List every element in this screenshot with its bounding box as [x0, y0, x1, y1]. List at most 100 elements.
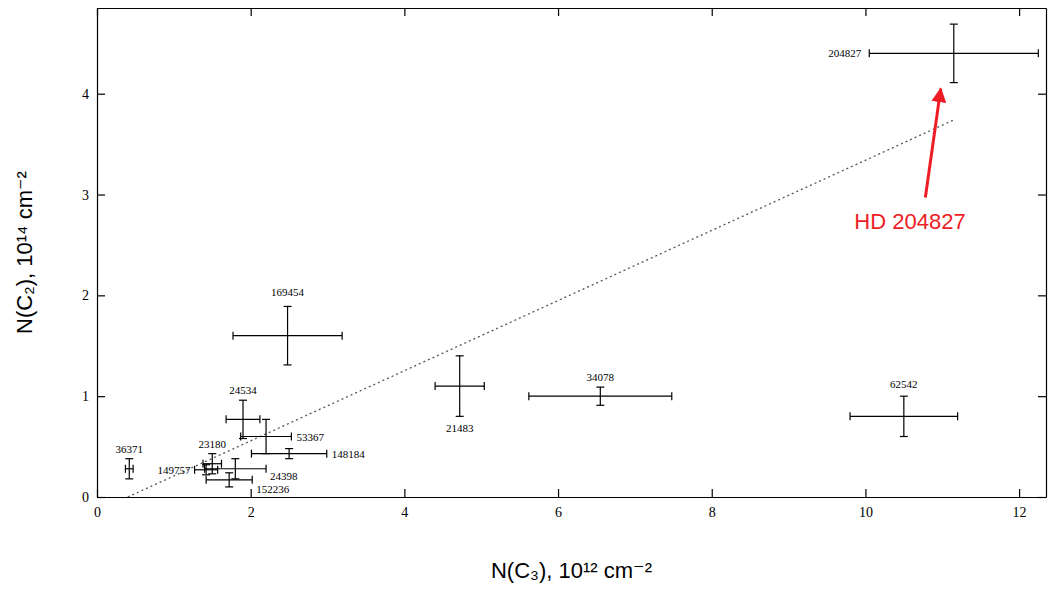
tick: 4: [82, 87, 105, 102]
point-label: 24534: [229, 384, 257, 396]
tick: [1038, 396, 1046, 397]
x-error-cap: [225, 415, 226, 423]
x-error-cap: [869, 49, 870, 57]
y-error-cap: [456, 416, 464, 417]
x-error-cap: [326, 450, 327, 458]
y-error-bar: [287, 306, 288, 364]
y-error-bar: [459, 356, 460, 416]
tick: 1: [82, 389, 105, 404]
tick: 12: [1013, 489, 1027, 520]
x-error-cap: [194, 466, 195, 474]
error-cross: [206, 473, 252, 487]
axis-line: [98, 8, 1047, 9]
tick: 2: [82, 288, 105, 303]
tick-label: 0: [94, 505, 101, 520]
annotation-text: HD 204827: [854, 209, 965, 234]
error-cross: [850, 396, 958, 436]
tick: [251, 8, 252, 16]
axis-line: [1046, 9, 1047, 498]
x-error-cap: [252, 476, 253, 484]
x-error-cap: [849, 412, 850, 420]
tick-mark: [404, 489, 405, 497]
error-cross: [195, 465, 218, 475]
y-error-cap: [285, 458, 293, 459]
tick: [1038, 295, 1046, 296]
y-error-cap: [125, 478, 133, 479]
tick-mark: [1038, 94, 1046, 95]
y-error-bar: [129, 459, 130, 479]
x-error-cap: [1038, 49, 1039, 57]
y-error-cap: [208, 453, 216, 454]
x-error-cap: [957, 412, 958, 420]
plot-area: [125, 24, 1038, 497]
tick-mark: [1038, 396, 1046, 397]
y-error-cap: [262, 419, 270, 420]
y-error-cap: [284, 306, 292, 307]
annotation-arrow: [925, 89, 940, 198]
y-error-cap: [202, 464, 210, 465]
axis-line: [97, 9, 98, 498]
tick-label: 2: [82, 288, 89, 303]
point-label: 21483: [446, 422, 474, 434]
tick: [404, 8, 405, 16]
y-error-cap: [202, 474, 210, 475]
tick-mark: [865, 489, 866, 497]
chart: 02468101201234N(C₃), 10¹² cm⁻²N(C₂), 10¹…: [0, 0, 1054, 592]
y-axis-title: N(C₂), 10¹⁴ cm⁻²: [12, 171, 37, 334]
y-error-cap: [285, 448, 293, 449]
point-label: 152236: [256, 483, 290, 495]
x-axis: 024681012: [94, 489, 1047, 520]
tick-label: 6: [555, 505, 562, 520]
x-error-cap: [217, 466, 218, 474]
x-error-cap: [125, 465, 126, 473]
y-error-bar: [242, 400, 243, 438]
tick-mark: [1019, 8, 1020, 16]
tick-mark: [1038, 194, 1046, 195]
y-error-bar: [289, 449, 290, 459]
point-label: 62542: [890, 378, 918, 390]
tick-label: 10: [859, 505, 873, 520]
y-error-bar: [235, 459, 236, 479]
fit-line: [128, 120, 954, 497]
point-label: 204827: [828, 47, 862, 59]
x-error-cap: [484, 382, 485, 390]
x-error-cap: [221, 460, 222, 468]
y-axis: 0 1 2 3 4: [82, 9, 105, 505]
y-error-cap: [596, 405, 604, 406]
error-cross: [125, 459, 133, 479]
x-error-cap: [202, 460, 203, 468]
tick-label: 4: [82, 87, 89, 102]
tick-mark: [97, 396, 105, 397]
point-label: 36371: [116, 443, 144, 455]
tick-label: 0: [82, 490, 89, 505]
tick-mark: [1038, 497, 1046, 498]
tick-mark: [97, 295, 105, 296]
y-error-bar: [206, 465, 207, 475]
tick: [865, 8, 866, 16]
y-error-cap: [900, 396, 908, 397]
x-error-cap: [291, 433, 292, 441]
x-error-cap: [259, 415, 260, 423]
tick-mark: [251, 8, 252, 16]
tick: [1019, 8, 1020, 16]
x-error-cap: [206, 476, 207, 484]
tick-label: 12: [1013, 505, 1027, 520]
x-error-cap: [528, 392, 529, 400]
y-error-bar: [212, 454, 213, 474]
tick: 0: [82, 490, 105, 505]
tick-mark: [251, 489, 252, 497]
tick-mark: [865, 8, 866, 16]
tick-label: 3: [82, 188, 89, 203]
point-label: 169454: [271, 286, 305, 298]
y-error-bar: [265, 419, 266, 453]
x-error-cap: [265, 465, 266, 473]
y-error-cap: [596, 387, 604, 388]
y-error-cap: [225, 472, 233, 473]
tick-mark: [558, 8, 559, 16]
error-cross: [869, 24, 1038, 82]
y-error-cap: [950, 82, 958, 83]
tick: [712, 8, 713, 16]
error-cross: [251, 449, 326, 459]
error-cross: [529, 387, 672, 405]
y-error-bar: [229, 473, 230, 487]
